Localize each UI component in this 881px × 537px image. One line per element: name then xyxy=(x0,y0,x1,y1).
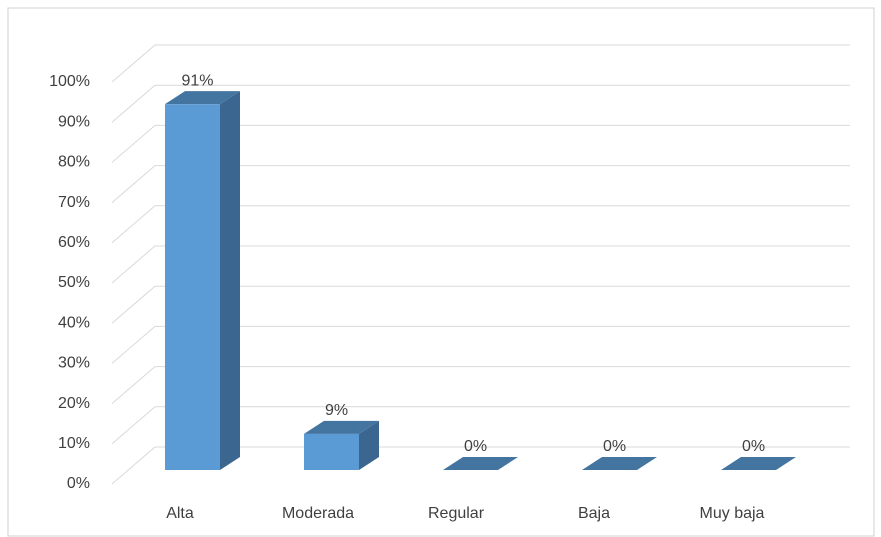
grid-line xyxy=(111,84,850,123)
chart-frame xyxy=(7,7,875,537)
grid-line xyxy=(111,366,850,404)
x-tick-label: Regular xyxy=(428,505,485,522)
y-tick-label: 20% xyxy=(58,395,90,412)
bar xyxy=(443,457,518,470)
bar xyxy=(582,457,657,470)
grid-line xyxy=(111,446,850,485)
data-label: 91% xyxy=(181,72,213,89)
y-tick-label: 90% xyxy=(58,113,90,130)
y-tick-label: 60% xyxy=(58,234,90,251)
data-label: 0% xyxy=(603,438,626,455)
y-tick-label: 40% xyxy=(58,314,90,331)
grid-line xyxy=(111,325,850,364)
bar xyxy=(165,91,240,471)
y-tick-label: 50% xyxy=(58,274,90,291)
grid-line xyxy=(111,124,850,163)
bar-side xyxy=(220,91,240,471)
grid-line xyxy=(111,205,850,244)
grid-line xyxy=(111,165,850,203)
bar-top xyxy=(443,457,518,470)
x-tick-label: Baja xyxy=(578,505,610,522)
data-label: 9% xyxy=(325,402,348,419)
y-tick-label: 30% xyxy=(58,355,90,372)
y-tick-label: 0% xyxy=(67,475,90,492)
bar-top xyxy=(721,457,796,470)
bar-top xyxy=(304,420,379,434)
bar-top xyxy=(165,91,240,105)
bar xyxy=(304,420,379,470)
grid-line xyxy=(111,44,850,83)
y-tick-label: 10% xyxy=(58,435,90,452)
grid-line xyxy=(111,285,850,324)
x-tick-label: Muy baja xyxy=(700,505,765,522)
grid-line xyxy=(111,245,850,284)
y-tick-label: 80% xyxy=(58,154,90,171)
bar-front xyxy=(304,433,359,470)
grid-line xyxy=(111,406,850,445)
data-label: 0% xyxy=(742,438,765,455)
bar-front xyxy=(165,104,220,471)
x-tick-label: Alta xyxy=(166,505,194,522)
x-tick-label: Moderada xyxy=(282,505,354,522)
y-tick-label: 70% xyxy=(58,194,90,211)
y-tick-label: 100% xyxy=(49,73,90,90)
bar-side xyxy=(359,420,379,470)
bar xyxy=(721,457,796,470)
bar-top xyxy=(582,457,657,470)
data-label: 0% xyxy=(464,438,487,455)
